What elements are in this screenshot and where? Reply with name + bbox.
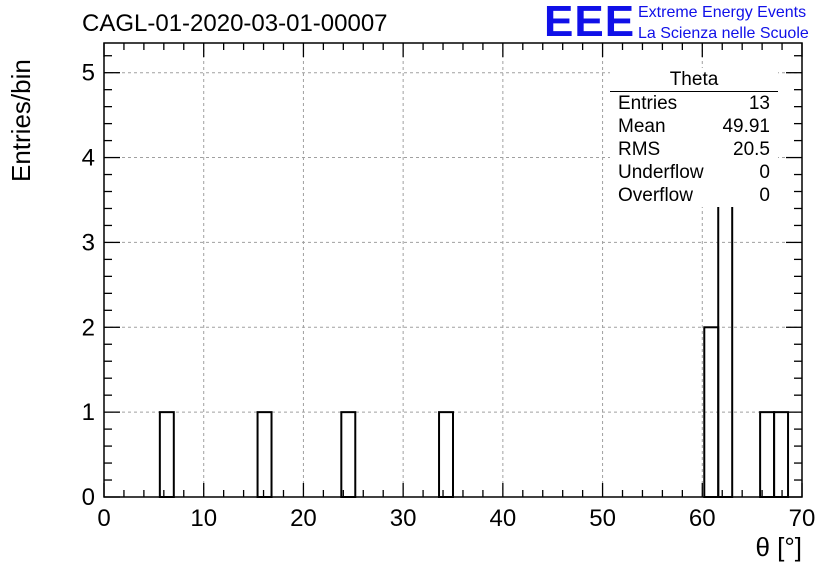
x-tick-label: 20 bbox=[290, 505, 317, 532]
x-tick-label: 0 bbox=[97, 505, 110, 532]
stats-value: 0 bbox=[759, 162, 770, 183]
histogram-bar bbox=[256, 411, 273, 499]
stats-title: Theta bbox=[610, 68, 778, 92]
histogram-bar bbox=[773, 411, 790, 499]
stats-value: 20.5 bbox=[733, 139, 770, 160]
plot-border bbox=[103, 42, 803, 498]
stats-row: Underflow 0 bbox=[610, 161, 778, 184]
histogram-bar bbox=[759, 411, 776, 499]
stats-label: RMS bbox=[618, 139, 661, 160]
y-tick-label: 5 bbox=[82, 60, 95, 87]
stats-box: Theta Entries 13 Mean 49.91 RMS 20.5 Und… bbox=[610, 68, 778, 207]
eee-logo: EEE Extreme Energy Events La Scienza nel… bbox=[544, 0, 834, 46]
x-axis-ticks: 0 10 20 30 40 50 60 70 bbox=[97, 43, 815, 532]
x-tick-label: 30 bbox=[390, 505, 417, 532]
y-tick-label: 0 bbox=[82, 484, 95, 511]
y-axis-label: Entries/bin bbox=[6, 59, 36, 182]
x-tick-label: 70 bbox=[789, 505, 816, 532]
stats-row: Mean 49.91 bbox=[610, 115, 778, 138]
stats-value: 0 bbox=[759, 185, 770, 206]
stats-label: Underflow bbox=[618, 162, 704, 183]
y-tick-label: 2 bbox=[82, 314, 95, 341]
y-tick-label: 1 bbox=[82, 399, 95, 426]
x-tick-label: 50 bbox=[589, 505, 616, 532]
stats-label: Entries bbox=[618, 93, 678, 114]
stats-row: RMS 20.5 bbox=[610, 138, 778, 161]
logo-subtitle-2: La Scienza nelle Scuole bbox=[638, 25, 809, 42]
plot-frame bbox=[103, 42, 803, 498]
stats-label: Mean bbox=[618, 116, 666, 137]
x-tick-label: 40 bbox=[490, 505, 517, 532]
histogram-bar bbox=[438, 411, 455, 499]
logo-subtitle-1: Extreme Energy Events bbox=[638, 4, 807, 21]
eee-logo-letters: EEE bbox=[544, 0, 636, 46]
x-axis-label: θ [°] bbox=[755, 532, 802, 562]
stats-row: Entries 13 bbox=[610, 92, 778, 115]
x-tick-label: 60 bbox=[689, 505, 716, 532]
stats-value: 49.91 bbox=[722, 116, 770, 137]
x-tick-label: 10 bbox=[190, 505, 217, 532]
stats-row: Overflow 0 bbox=[610, 184, 778, 207]
histogram-bar bbox=[340, 411, 357, 499]
y-tick-label: 4 bbox=[82, 145, 95, 172]
chart-title: CAGL-01-2020-03-01-00007 bbox=[82, 10, 388, 37]
histogram-bar bbox=[158, 411, 175, 499]
y-tick-label: 3 bbox=[82, 229, 95, 256]
stats-value: 13 bbox=[748, 93, 770, 114]
stats-label: Overflow bbox=[618, 185, 693, 206]
y-axis-ticks: 0 1 2 3 4 5 bbox=[82, 55, 802, 511]
